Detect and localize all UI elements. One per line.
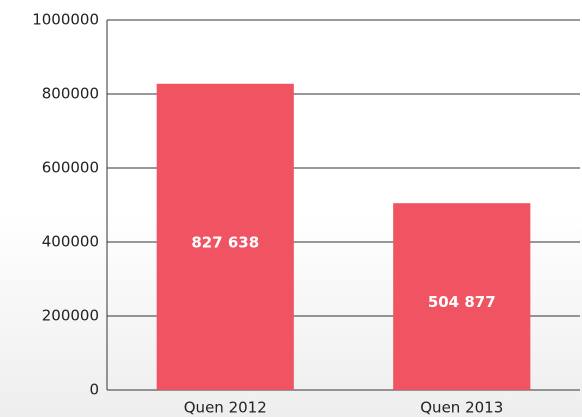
y-tick-label: 1000000 [32,11,99,29]
y-tick-label: 600000 [42,159,99,177]
bar [393,203,531,390]
y-tick-label: 400000 [42,233,99,251]
value-label: 504 877 [428,293,496,311]
x-tick-label: Quen 2013 [420,399,503,417]
y-tick-label: 800000 [42,85,99,103]
bar [156,83,294,391]
y-tick-label: 0 [89,381,99,399]
x-tick-label: Quen 2012 [184,399,267,417]
y-tick-label: 200000 [42,307,99,325]
value-label: 827 638 [191,233,259,251]
